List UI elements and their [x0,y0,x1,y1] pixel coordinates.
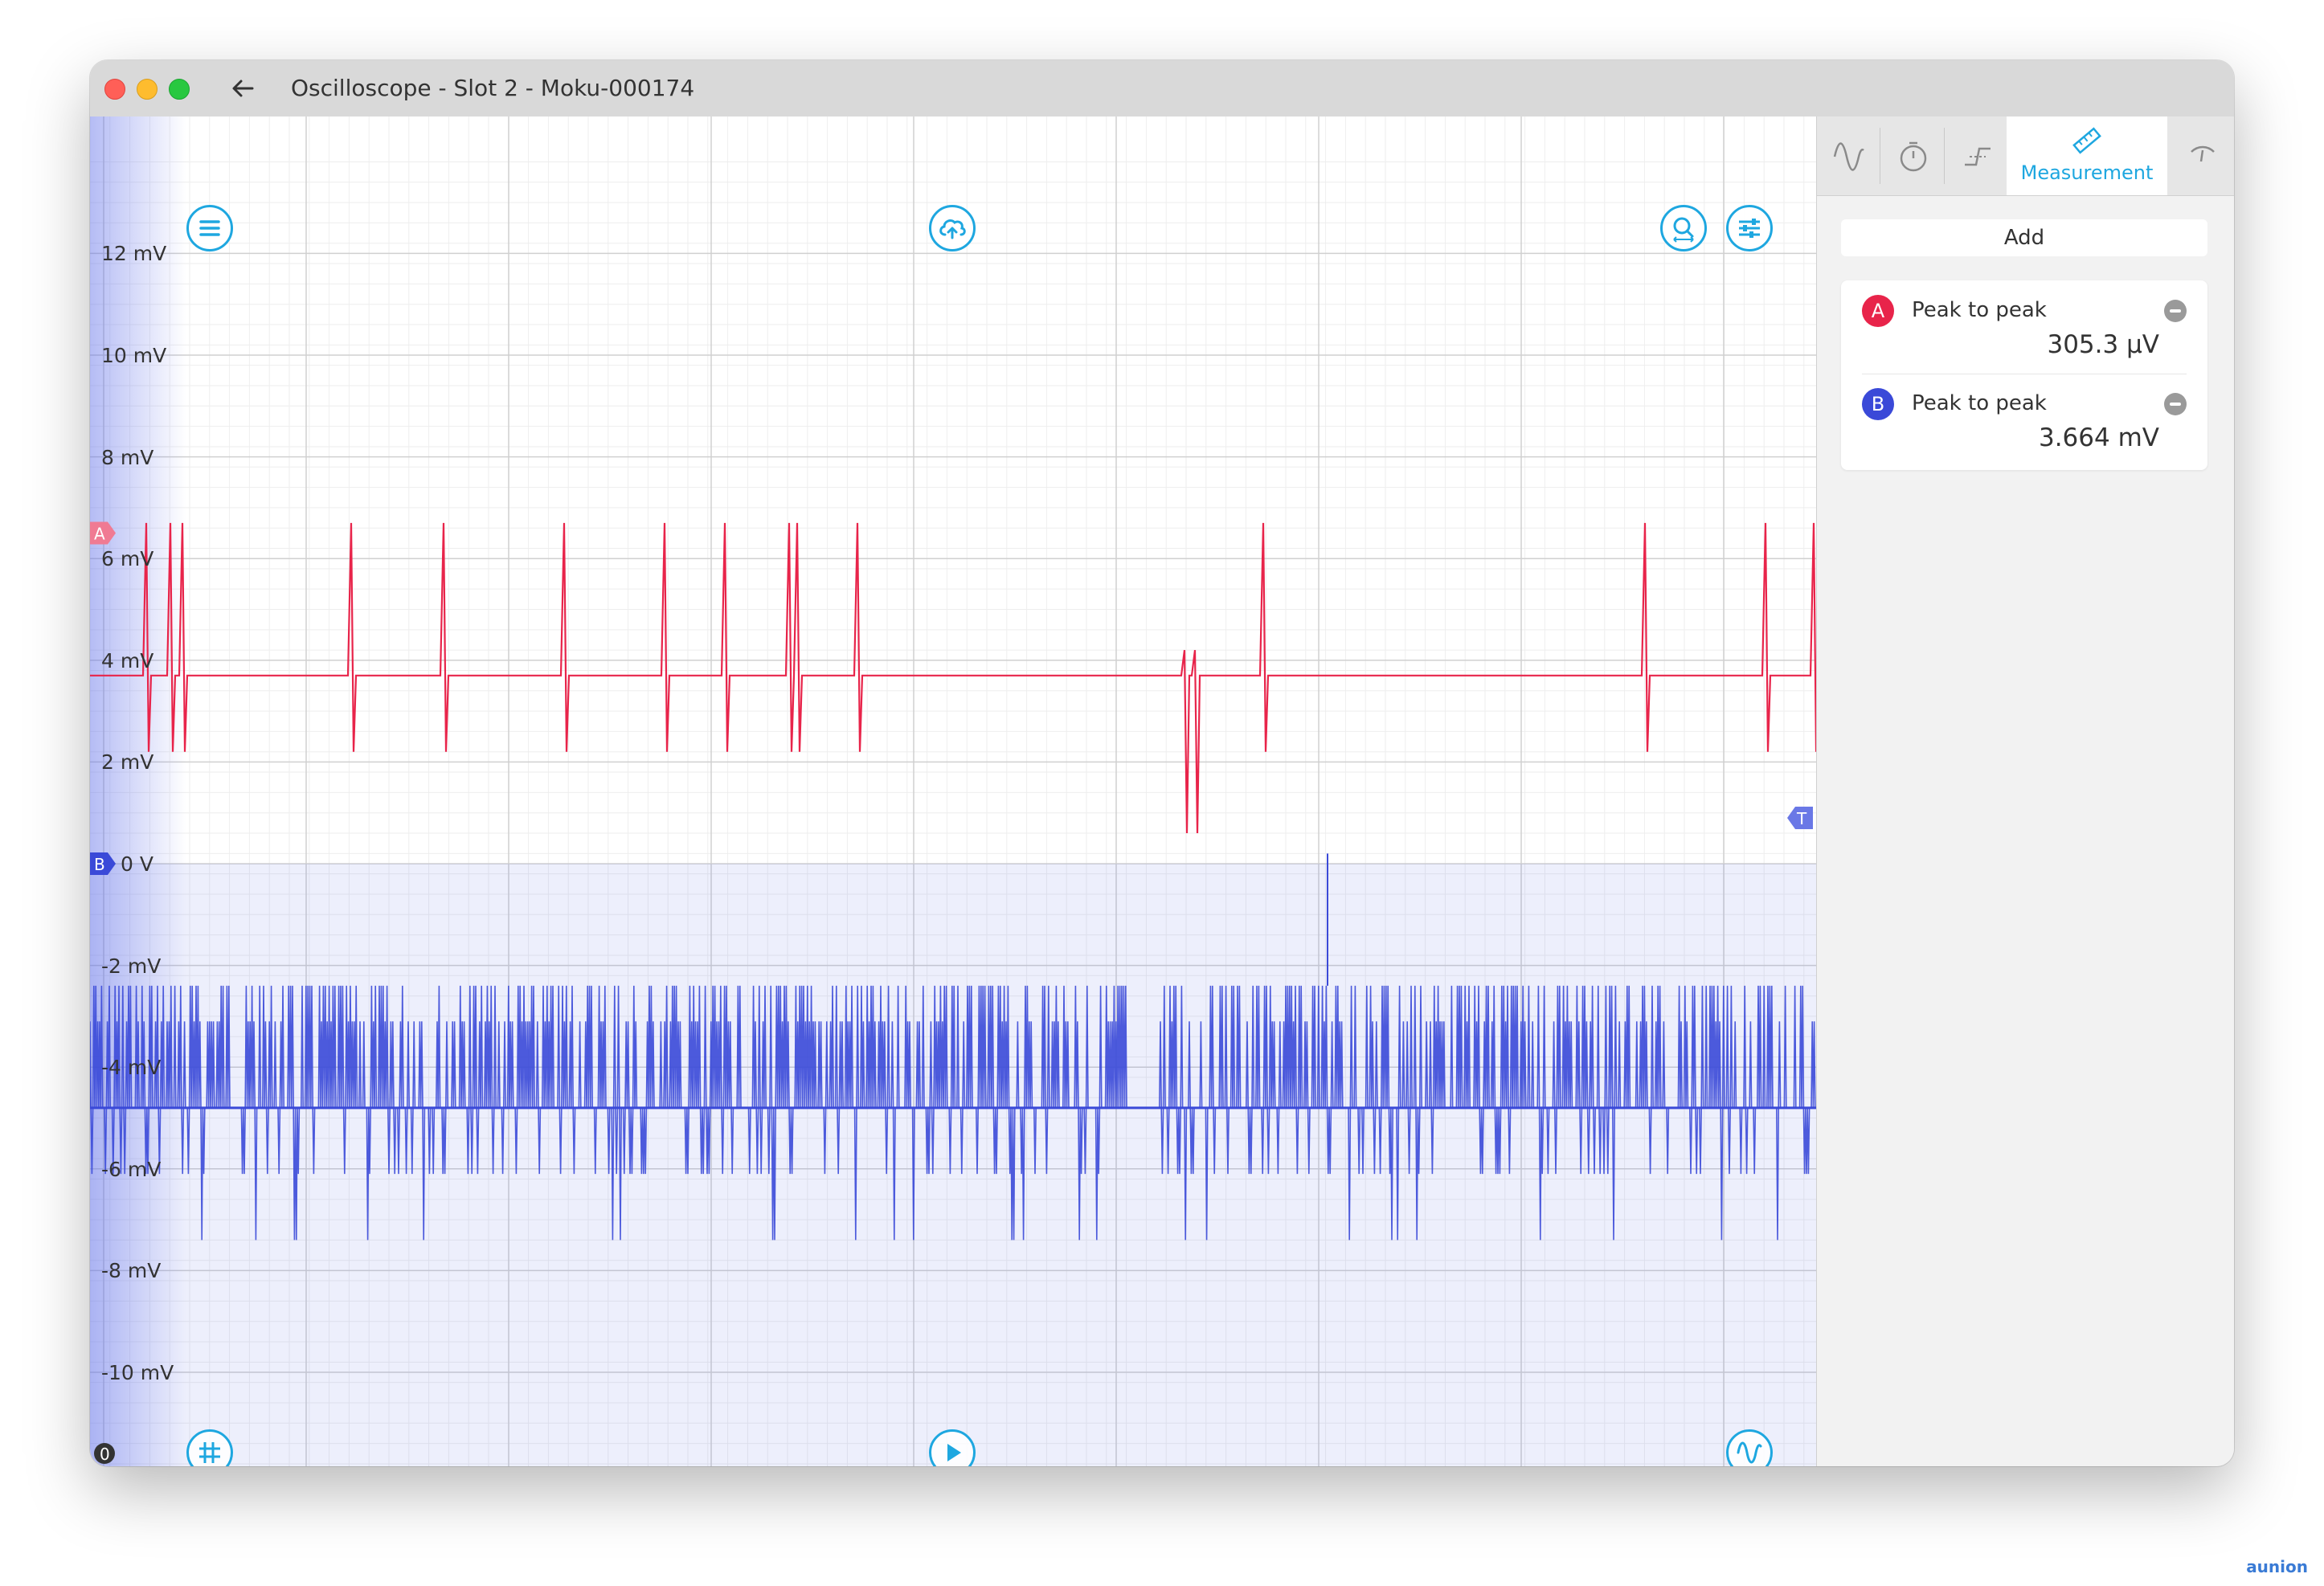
y-axis-label: 12 mV [101,242,167,266]
stopwatch-icon [1900,141,1927,172]
cursor-grid-button[interactable] [186,1429,233,1466]
maximize-window-button[interactable] [169,79,190,100]
y-axis-label: -4 mV [101,1056,162,1080]
channel-b-region [90,864,1816,1466]
menu-icon [199,220,220,236]
y-axis-label: 8 mV [101,445,154,469]
plot-canvas[interactable]: A B T 0 [90,116,1816,1466]
measurement-item-b[interactable]: B Peak to peak 3.664 mV [1841,374,2207,467]
left-shade [90,116,186,1466]
y-axis-label: -12 mV [101,1465,174,1466]
y-axis-label: -6 mV [101,1157,162,1181]
measurement-name: Peak to peak [1912,298,2047,322]
close-window-button[interactable] [104,79,125,100]
window-title: Oscilloscope - Slot 2 - Moku-000174 [291,75,695,101]
minimize-window-button[interactable] [137,79,158,100]
remove-measurement-button[interactable] [2164,393,2187,415]
tab-probes[interactable] [1817,116,1881,195]
trigger-marker-label: T [1796,809,1807,828]
title-bar: Oscilloscope - Slot 2 - Moku-000174 [90,60,2234,117]
channel-a-trace [90,522,1816,834]
measurement-item-a[interactable]: A Peak to peak 305.3 µV [1841,280,2207,374]
cloud-upload-icon [939,219,966,239]
channel-a-offset-marker [90,521,116,545]
y-axis-label: -10 mV [101,1361,174,1384]
watermark-logo: aunion [2246,1557,2308,1576]
tab-timebase[interactable] [1881,116,1946,195]
ruler-icon [2072,127,2101,154]
y-axis-label: 4 mV [101,648,154,672]
sidebar-tabs: Measurement [1817,116,2234,196]
tab-trigger[interactable] [1946,116,2010,195]
menu-button[interactable] [186,205,233,251]
channel-a-badge: A [1862,295,1894,327]
waveform-button[interactable] [1726,1429,1773,1466]
add-measurement-button[interactable]: Add [1841,219,2207,256]
edge-trigger-icon [1965,147,1991,166]
zoom-button[interactable] [1660,205,1707,251]
channel-a-marker-label: A [94,525,105,544]
run-button[interactable] [929,1429,976,1466]
waveform-icon [1737,1441,1762,1464]
y-axis-label: -2 mV [101,954,162,978]
channel-b-marker-label: B [94,855,105,874]
measurement-value: 3.664 mV [2038,423,2159,452]
measurement-list: A Peak to peak 305.3 µV B Peak to peak 3… [1841,280,2207,470]
probe-icon [2191,145,2215,162]
settings-button[interactable] [1726,205,1773,251]
origin-marker-label: 0 [100,1445,110,1464]
measurement-name: Peak to peak [1912,391,2047,415]
play-icon [947,1444,961,1461]
tab-measurement-label: Measurement [2020,161,2154,184]
settings-sliders-icon [1739,219,1760,238]
trigger-level-marker [1787,807,1813,830]
y-axis-label: 10 mV [101,344,167,367]
tab-probe[interactable] [2171,116,2234,195]
cloud-upload-button[interactable] [929,205,976,251]
back-arrow-icon[interactable] [227,72,260,105]
measurement-value: 305.3 µV [2047,330,2159,359]
y-axis-label: 6 mV [101,547,154,571]
tab-measurement[interactable]: Measurement [2007,116,2167,195]
y-axis-label: 0 V [121,852,153,876]
zoom-search-icon [1673,217,1694,243]
y-axis-label: -8 mV [101,1259,162,1283]
channel-b-offset-marker [90,852,116,875]
channel-b-badge: B [1862,388,1894,420]
app-window: Oscilloscope - Slot 2 - Moku-000174 A B T 0… [90,60,2234,1466]
grid-cursor-icon [199,1442,220,1463]
sine-wave-icon [1833,142,1864,171]
remove-measurement-button[interactable] [2164,300,2187,322]
oscilloscope-plot[interactable]: A B T 0 12 mV 10 mV 8 mV 6 mV 4 mV 2 mV 0 V -2 mV -… [90,116,1816,1466]
sidebar: Measurement Add A Peak to peak 305.3 µV … [1816,116,2234,1466]
origin-marker [94,1443,115,1464]
y-axis-label: 2 mV [101,750,154,775]
